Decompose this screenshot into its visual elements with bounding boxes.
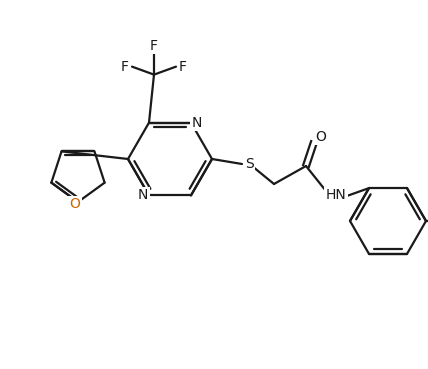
Text: N: N — [192, 115, 202, 130]
Text: F: F — [150, 39, 158, 53]
Text: F: F — [121, 60, 129, 74]
Text: S: S — [245, 157, 253, 171]
Text: N: N — [138, 188, 148, 202]
Text: F: F — [179, 60, 187, 74]
Text: HN: HN — [326, 188, 346, 202]
Text: O: O — [70, 197, 80, 211]
Text: O: O — [315, 130, 327, 144]
